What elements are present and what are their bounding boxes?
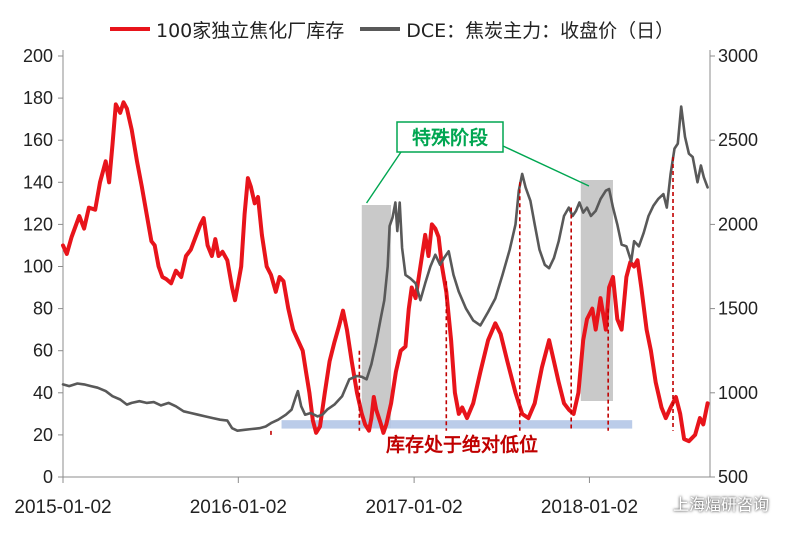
special-leader-2 <box>502 145 590 187</box>
axes: 0 20 40 60 80 100 120 140 160 180 200 500 1000 1500 20… <box>14 46 758 518</box>
right-tick-label: 1500 <box>718 299 758 319</box>
low-inventory-band <box>281 420 633 429</box>
series-line-price <box>61 105 709 432</box>
x-tick-label: 2016-01-02 <box>190 497 287 518</box>
right-tick-label: 3000 <box>718 46 758 66</box>
left-tick-label: 160 <box>23 130 53 150</box>
x-tick-label: 2018-01-02 <box>541 497 638 518</box>
legend-label-price: DCE：焦炭主力：收盘价（日） <box>406 19 675 42</box>
series <box>61 100 710 444</box>
left-tick-label: 0 <box>43 467 53 487</box>
right-tick-label: 1000 <box>718 383 758 403</box>
left-tick-label: 40 <box>33 383 53 403</box>
legend-swatch-inventory <box>110 27 150 31</box>
series-line-inventory <box>61 100 710 444</box>
legend-item-inventory: 100家独立焦化厂库存 <box>110 16 344 43</box>
special-label: 特殊阶段 <box>412 126 489 149</box>
left-tick-label: 140 <box>23 172 53 192</box>
low-inventory-label: 库存处于绝对低位 <box>386 433 538 456</box>
left-tick-label: 60 <box>33 341 53 361</box>
x-tick-label: 2015-01-02 <box>14 497 111 518</box>
special-label-box <box>396 121 504 153</box>
watermark: 上海煏研咨询 <box>672 495 769 514</box>
left-tick-label: 100 <box>23 257 53 277</box>
left-tick-label: 120 <box>23 214 53 234</box>
left-tick-label: 20 <box>33 425 53 445</box>
x-tick-label: 2017-01-02 <box>366 497 463 518</box>
legend-label-inventory: 100家独立焦化厂库存 <box>156 19 345 42</box>
special-leader-1 <box>365 151 402 204</box>
right-tick-label: 500 <box>718 467 748 487</box>
legend-swatch-price <box>360 27 401 31</box>
legend: 100家独立焦化厂库存 DCE：焦炭主力：收盘价（日） <box>110 14 690 44</box>
left-tick-label: 180 <box>23 88 53 108</box>
left-tick-label: 200 <box>23 46 53 66</box>
legend-item-price: DCE：焦炭主力：收盘价（日） <box>360 16 674 43</box>
right-tick-label: 2500 <box>718 130 758 150</box>
special-period-box-1 <box>361 205 392 428</box>
left-tick-label: 80 <box>33 299 53 319</box>
right-tick-label: 2000 <box>718 214 758 234</box>
